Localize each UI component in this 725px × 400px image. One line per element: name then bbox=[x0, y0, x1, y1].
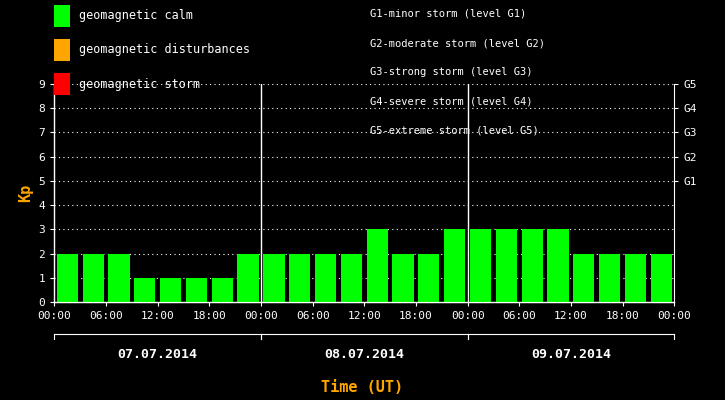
Bar bbox=[212, 278, 233, 302]
Bar bbox=[315, 254, 336, 302]
Text: G1-minor storm (level G1): G1-minor storm (level G1) bbox=[370, 9, 526, 19]
Text: Time (UT): Time (UT) bbox=[321, 380, 404, 396]
Bar bbox=[573, 254, 594, 302]
Bar bbox=[418, 254, 439, 302]
Bar bbox=[625, 254, 646, 302]
Text: 08.07.2014: 08.07.2014 bbox=[324, 348, 405, 360]
Text: 07.07.2014: 07.07.2014 bbox=[117, 348, 198, 360]
Text: G2-moderate storm (level G2): G2-moderate storm (level G2) bbox=[370, 38, 544, 48]
Bar bbox=[160, 278, 181, 302]
Text: G5-extreme storm (level G5): G5-extreme storm (level G5) bbox=[370, 126, 539, 136]
Bar bbox=[134, 278, 155, 302]
Bar bbox=[263, 254, 284, 302]
Text: geomagnetic calm: geomagnetic calm bbox=[79, 10, 193, 22]
Bar bbox=[238, 254, 259, 302]
Bar bbox=[521, 229, 543, 302]
Bar bbox=[599, 254, 621, 302]
Bar bbox=[367, 229, 388, 302]
Bar bbox=[289, 254, 310, 302]
Bar bbox=[108, 254, 130, 302]
Text: geomagnetic disturbances: geomagnetic disturbances bbox=[79, 44, 250, 56]
Bar bbox=[392, 254, 414, 302]
Bar bbox=[444, 229, 465, 302]
Text: G4-severe storm (level G4): G4-severe storm (level G4) bbox=[370, 97, 532, 107]
Text: geomagnetic storm: geomagnetic storm bbox=[79, 78, 200, 90]
Text: 09.07.2014: 09.07.2014 bbox=[531, 348, 611, 360]
Bar bbox=[341, 254, 362, 302]
Bar bbox=[83, 254, 104, 302]
Bar bbox=[547, 229, 568, 302]
Bar bbox=[470, 229, 491, 302]
Bar bbox=[57, 254, 78, 302]
Bar bbox=[496, 229, 517, 302]
Y-axis label: Kp: Kp bbox=[18, 184, 33, 202]
Bar bbox=[186, 278, 207, 302]
Text: G3-strong storm (level G3): G3-strong storm (level G3) bbox=[370, 68, 532, 78]
Bar bbox=[651, 254, 672, 302]
